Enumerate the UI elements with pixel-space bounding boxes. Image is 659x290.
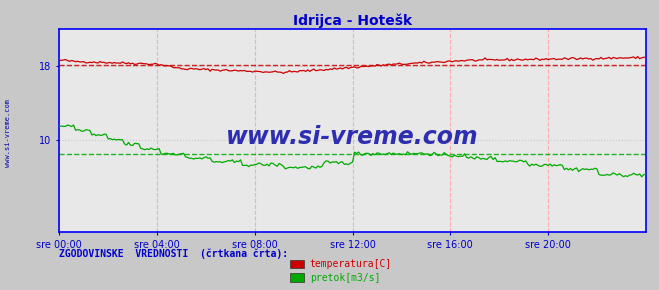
Text: temperatura[C]: temperatura[C] bbox=[310, 259, 392, 269]
Text: ZGODOVINSKE  VREDNOSTI  (črtkana črta):: ZGODOVINSKE VREDNOSTI (črtkana črta): bbox=[59, 248, 289, 259]
Text: www.si-vreme.com: www.si-vreme.com bbox=[5, 99, 11, 167]
Text: pretok[m3/s]: pretok[m3/s] bbox=[310, 273, 380, 282]
Text: www.si-vreme.com: www.si-vreme.com bbox=[226, 125, 479, 148]
Title: Idrijca - Hotešk: Idrijca - Hotešk bbox=[293, 13, 412, 28]
